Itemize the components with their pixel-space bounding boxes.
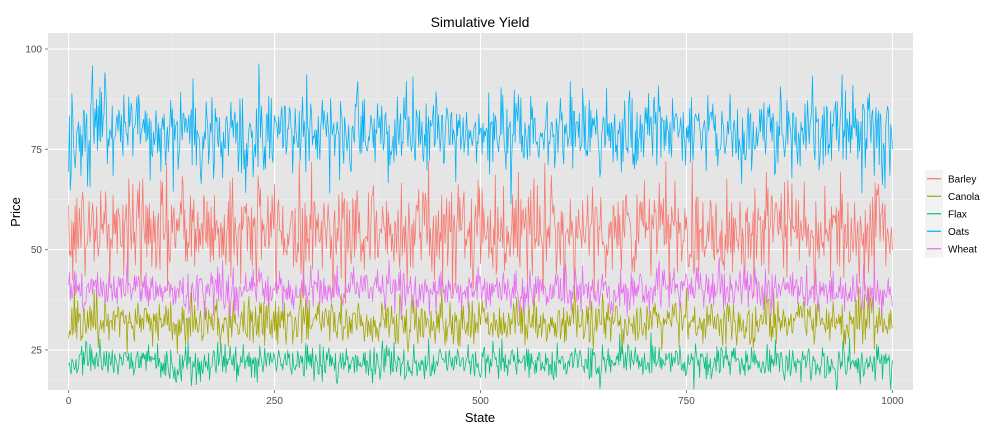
series-line-flax [68,332,893,391]
chart-title: Simulative Yield [431,14,530,30]
series-line-wheat [68,257,893,319]
x-axis-ticks: 0 250 500 750 1000 [66,390,904,407]
legend-label-barley: Barley [948,174,976,185]
x-tick-label: 1000 [881,396,904,407]
y-tick-label: 50 [31,245,43,256]
legend: Barley Canola Flax Oats Wheat [925,170,980,258]
x-axis-title: State [465,410,495,425]
x-tick-label: 0 [66,396,72,407]
series-line-barley [68,160,893,304]
y-tick-label: 100 [25,45,42,56]
x-tick-label: 750 [678,396,695,407]
legend-label-flax: Flax [948,209,967,220]
legend-label-canola: Canola [948,192,980,203]
y-axis-ticks: 25 50 75 100 [25,45,48,356]
y-tick-label: 75 [31,145,43,156]
series-layer [68,63,893,391]
y-tick-label: 25 [31,345,43,356]
legend-label-wheat: Wheat [948,244,977,255]
series-line-oats [68,63,893,205]
y-axis-title: Price [8,197,23,227]
x-tick-label: 500 [472,396,489,407]
legend-label-oats: Oats [948,227,969,238]
x-tick-label: 250 [266,396,283,407]
series-line-canola [68,285,893,355]
